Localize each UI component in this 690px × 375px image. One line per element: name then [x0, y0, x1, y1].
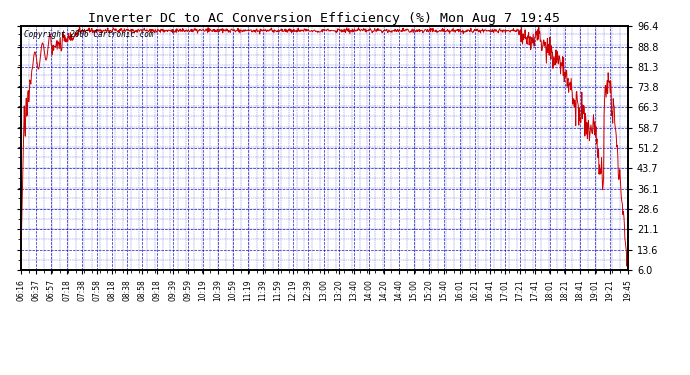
Text: Copyright 2006 Cartronic.com: Copyright 2006 Cartronic.com [23, 30, 153, 39]
Title: Inverter DC to AC Conversion Efficiency (%) Mon Aug 7 19:45: Inverter DC to AC Conversion Efficiency … [88, 12, 560, 25]
